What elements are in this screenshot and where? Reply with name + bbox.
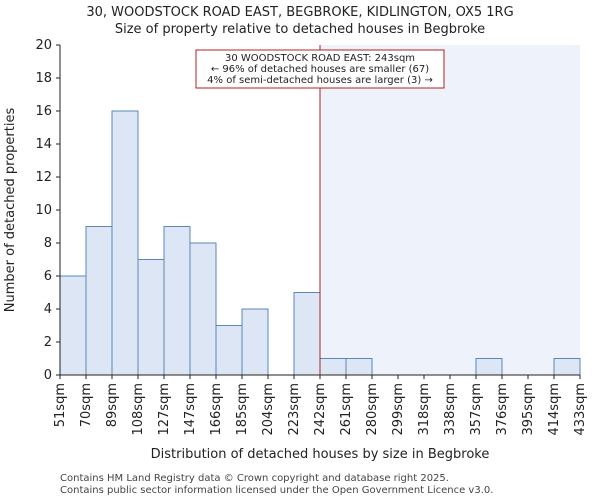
- y-tick-label: 4: [44, 302, 52, 317]
- y-axis-ticks: 0 2 4 6 8 10 12 14 16 18 20: [35, 38, 60, 383]
- x-tick-label: 166sqm: [209, 383, 224, 436]
- x-tick-label: 242sqm: [313, 383, 328, 436]
- x-tick-label: 204sqm: [261, 383, 276, 436]
- annotation-line2: ← 96% of detached houses are smaller (67…: [211, 64, 429, 75]
- bar-51sqm: [59, 275, 87, 376]
- chart-title-line2: Size of property relative to detached ho…: [115, 22, 485, 37]
- footer-copyright-line2: Contains public sector information licen…: [60, 485, 494, 496]
- y-tick-label: 6: [44, 269, 52, 284]
- bar-414sqm: [553, 358, 581, 376]
- x-tick-label: 376sqm: [495, 383, 510, 436]
- y-tick-label: 8: [44, 236, 52, 251]
- y-axis-label: Number of detached properties: [3, 108, 18, 313]
- bar-89sqm: [111, 110, 139, 376]
- larger-region-highlight: [320, 45, 580, 375]
- x-tick-label: 51sqm: [53, 383, 68, 427]
- x-tick-label: 357sqm: [469, 383, 484, 436]
- y-tick-label: 0: [44, 368, 52, 383]
- y-tick-label: 18: [35, 71, 52, 86]
- y-tick-label: 20: [35, 38, 52, 53]
- x-tick-label: 433sqm: [573, 383, 588, 436]
- bars-group: [59, 110, 581, 376]
- bar-70sqm: [85, 226, 113, 376]
- x-tick-label: 70sqm: [79, 383, 94, 427]
- bar-242sqm: [319, 358, 347, 376]
- bar-223sqm: [293, 292, 321, 376]
- x-tick-label: 395sqm: [521, 383, 536, 436]
- x-tick-label: 318sqm: [417, 383, 432, 436]
- bar-147sqm: [189, 242, 217, 376]
- y-tick-label: 14: [35, 137, 52, 152]
- annotation-box: [195, 49, 445, 89]
- y-tick-label: 2: [44, 335, 52, 350]
- bar-185sqm: [241, 308, 269, 376]
- annotation-line1: 30 WOODSTOCK ROAD EAST: 243sqm: [225, 53, 415, 64]
- x-tick-label: 108sqm: [131, 383, 146, 436]
- x-tick-label: 147sqm: [183, 383, 198, 436]
- x-axis-label: Distribution of detached houses by size …: [151, 447, 490, 462]
- footer-copyright-line1: Contains HM Land Registry data © Crown c…: [60, 473, 449, 484]
- bar-261sqm: [345, 358, 373, 376]
- x-tick-label: 299sqm: [391, 383, 406, 436]
- y-tick-label: 12: [35, 170, 52, 185]
- annotation-line3: 4% of semi-detached houses are larger (3…: [207, 75, 433, 86]
- bar-357sqm: [475, 358, 503, 376]
- chart-title-line1: 30, WOODSTOCK ROAD EAST, BEGBROKE, KIDLI…: [86, 5, 513, 20]
- x-tick-label: 185sqm: [235, 383, 250, 436]
- y-tick-label: 16: [35, 104, 52, 119]
- bar-166sqm: [215, 325, 243, 376]
- bar-108sqm: [137, 259, 165, 376]
- x-tick-label: 261sqm: [339, 383, 354, 436]
- x-axis-ticks: 51sqm 70sqm 89sqm 108sqm 127sqm 147sqm 166sqm 1…: [53, 375, 588, 436]
- x-tick-label: 127sqm: [157, 383, 172, 436]
- x-tick-label: 338sqm: [443, 383, 458, 436]
- x-tick-label: 414sqm: [547, 383, 562, 436]
- y-tick-label: 10: [35, 203, 52, 218]
- x-tick-label: 89sqm: [105, 383, 120, 427]
- x-tick-label: 280sqm: [365, 383, 380, 436]
- x-tick-label: 223sqm: [287, 383, 302, 436]
- bar-127sqm: [163, 226, 191, 376]
